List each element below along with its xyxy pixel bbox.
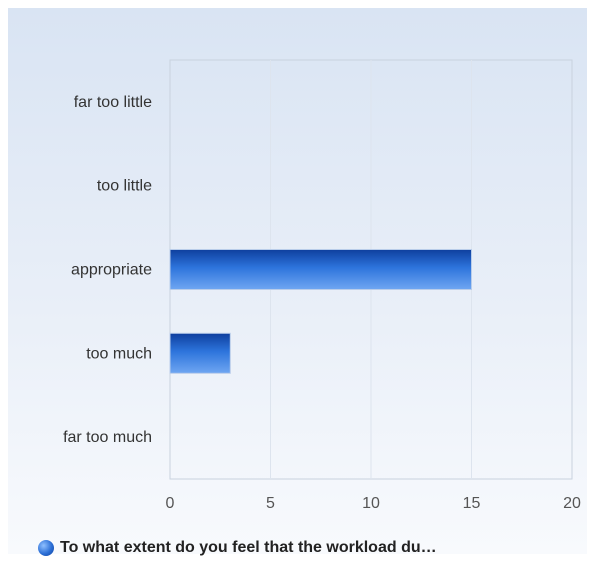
category-label: appropriate [71,262,152,279]
x-tick-label: 10 [362,495,380,512]
category-label: far too little [74,94,152,111]
bar [170,333,230,373]
category-label: too little [97,178,152,195]
legend-marker-icon [38,540,54,556]
x-tick-label: 20 [563,495,581,512]
x-tick-label: 15 [463,495,481,512]
category-label: far too much [63,429,152,446]
x-tick-label: 5 [266,495,275,512]
bar [170,250,472,290]
x-tick-label: 0 [166,495,175,512]
legend: To what extent do you feel that the work… [38,538,437,558]
bar-series [170,250,472,374]
category-label: too much [86,345,152,362]
legend-label: To what extent do you feel that the work… [60,539,437,557]
category-labels: far too little too little appropriate too m… [63,94,152,446]
x-axis-ticks: 0 5 10 15 20 [166,495,581,512]
